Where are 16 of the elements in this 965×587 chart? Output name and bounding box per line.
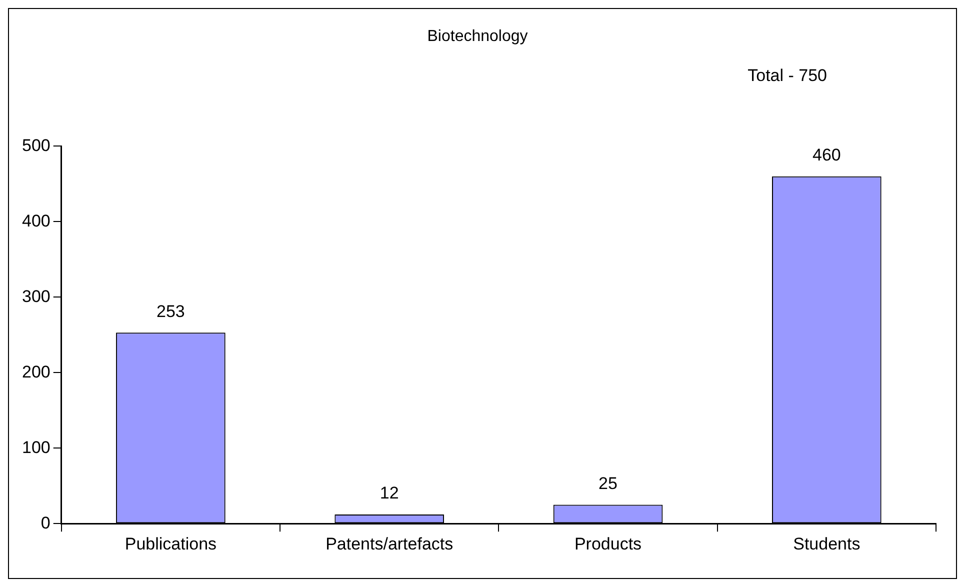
x-tick-label: Patents/artefacts bbox=[326, 534, 454, 554]
y-tick-label: 0 bbox=[40, 513, 50, 532]
chart-title: Biotechnology bbox=[427, 28, 528, 46]
data-label: 12 bbox=[380, 484, 399, 503]
x-tick-label: Products bbox=[574, 534, 642, 554]
data-label: 460 bbox=[812, 146, 841, 165]
data-label: 253 bbox=[156, 302, 185, 321]
x-tick-label: Publications bbox=[124, 534, 217, 554]
y-tick-label: 400 bbox=[22, 211, 50, 230]
y-tick-label: 200 bbox=[22, 362, 50, 382]
y-tick-label: 500 bbox=[22, 136, 50, 155]
x-tick-label: Students bbox=[793, 534, 860, 554]
y-tick-label: 300 bbox=[22, 286, 50, 306]
data-label: 25 bbox=[598, 474, 618, 493]
text: Total - 750 bbox=[748, 66, 828, 86]
y-tick-label: 100 bbox=[22, 438, 50, 457]
